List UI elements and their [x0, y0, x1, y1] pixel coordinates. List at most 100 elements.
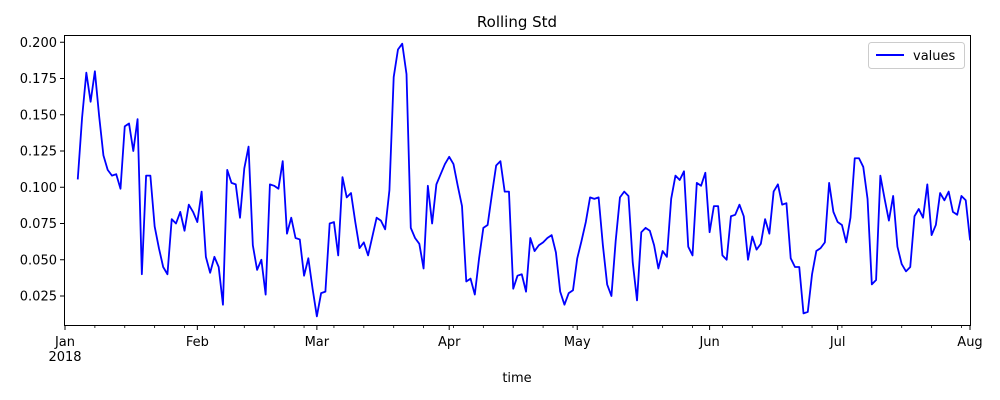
data-point	[423, 268, 425, 270]
data-point	[777, 183, 779, 185]
data-point	[179, 211, 181, 213]
data-point	[961, 195, 963, 197]
data-point	[120, 188, 122, 190]
data-point	[316, 315, 318, 317]
data-point	[943, 199, 945, 201]
x-tick-label: Feb	[186, 335, 209, 350]
data-point	[517, 275, 519, 277]
data-point	[734, 214, 736, 216]
data-point	[568, 292, 570, 294]
data-point	[149, 175, 151, 177]
data-point	[427, 185, 429, 187]
data-point	[98, 115, 100, 117]
data-point	[453, 163, 455, 165]
data-point	[730, 215, 732, 217]
data-point	[747, 259, 749, 261]
data-point	[226, 169, 228, 171]
data-point	[875, 279, 877, 281]
data-point	[162, 266, 164, 268]
data-point	[470, 278, 472, 280]
data-point	[137, 118, 139, 120]
data-point	[862, 166, 864, 168]
x-tick-label: Jul	[829, 335, 846, 350]
data-point	[184, 230, 186, 232]
data-point	[354, 221, 356, 223]
data-point	[282, 160, 284, 162]
data-point	[333, 221, 335, 223]
data-point	[692, 255, 694, 257]
data-point	[337, 255, 339, 257]
x-tick-label: Mar	[305, 335, 330, 350]
data-point	[329, 223, 331, 225]
data-point	[461, 205, 463, 207]
data-point	[290, 217, 292, 219]
y-tick-label: 0.200	[20, 36, 57, 51]
data-point	[115, 173, 117, 175]
data-point	[235, 183, 237, 185]
data-point	[922, 217, 924, 219]
data-point	[815, 250, 817, 252]
legend-box	[868, 42, 965, 69]
data-point	[576, 257, 578, 259]
data-point	[141, 273, 143, 275]
data-point	[833, 211, 835, 213]
data-point	[359, 247, 361, 249]
data-point	[811, 273, 813, 275]
y-tick-label: 0.100	[20, 181, 57, 196]
data-point	[709, 231, 711, 233]
data-point	[854, 157, 856, 159]
data-point	[491, 194, 493, 196]
data-point	[675, 175, 677, 177]
data-point	[931, 234, 933, 236]
data-point	[879, 175, 881, 177]
data-point	[679, 179, 681, 181]
data-point	[764, 218, 766, 220]
data-point	[841, 224, 843, 226]
data-point	[132, 150, 134, 152]
x-tick-label: Jun	[698, 335, 719, 350]
data-point	[828, 182, 830, 184]
data-point	[781, 204, 783, 206]
data-point	[457, 185, 459, 187]
data-point	[376, 217, 378, 219]
data-point	[867, 198, 869, 200]
y-tick-label: 0.175	[20, 72, 57, 87]
data-point	[683, 170, 685, 172]
data-point	[218, 266, 220, 268]
data-point	[871, 284, 873, 286]
data-point	[670, 198, 672, 200]
data-point	[956, 214, 958, 216]
data-point	[739, 204, 741, 206]
data-point	[278, 188, 280, 190]
data-point	[790, 257, 792, 259]
x-tick-label: Aug	[957, 335, 982, 350]
data-point	[773, 191, 775, 193]
series-layer	[76, 42, 971, 318]
data-point	[154, 226, 156, 228]
data-point	[803, 313, 805, 315]
data-point	[248, 146, 250, 148]
x-tick-label: May	[564, 335, 591, 350]
data-point	[350, 192, 352, 194]
data-point	[465, 281, 467, 283]
data-point	[649, 230, 651, 232]
data-point	[559, 291, 561, 293]
data-point	[935, 224, 937, 226]
data-point	[786, 202, 788, 204]
data-point	[606, 284, 608, 286]
data-point	[299, 239, 301, 241]
legend-label: values	[913, 49, 956, 64]
data-point	[107, 169, 109, 171]
data-point	[265, 294, 267, 296]
data-point	[726, 259, 728, 261]
data-point	[905, 270, 907, 272]
data-point	[623, 191, 625, 193]
data-point	[363, 241, 365, 243]
data-point	[444, 163, 446, 165]
y-tick-label: 0.075	[20, 217, 57, 232]
data-point	[231, 182, 233, 184]
data-point	[901, 263, 903, 265]
data-point	[487, 224, 489, 226]
